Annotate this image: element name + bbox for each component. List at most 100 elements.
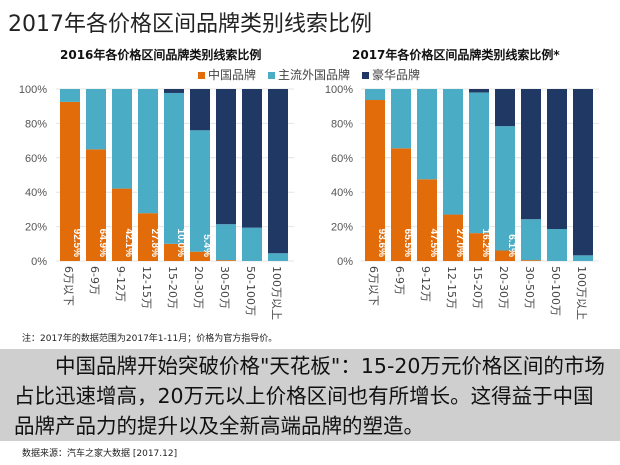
data-label: 10.0% <box>175 229 186 257</box>
bar-segment <box>138 213 158 261</box>
x-category-label: 6-9万 <box>88 266 101 295</box>
y-tick-label: 0% <box>337 256 353 268</box>
data-label: 42.1% <box>123 229 134 257</box>
y-tick-label: 40% <box>331 187 353 199</box>
bar-segment <box>547 89 567 230</box>
x-category-label: 15-20万 <box>471 266 484 309</box>
bar-segment <box>268 253 288 261</box>
bar-segment <box>164 243 184 261</box>
y-tick-label: 60% <box>25 153 47 165</box>
bar-segment <box>417 179 437 261</box>
bar-segment <box>86 149 106 261</box>
bar-segment <box>573 89 593 256</box>
bar-segment <box>164 89 184 93</box>
bar-segment <box>86 89 106 150</box>
x-category-label: 6-9万 <box>393 266 406 295</box>
bar-segment <box>216 224 236 261</box>
bar-segment <box>469 233 489 261</box>
data-label: 16.2% <box>480 229 491 257</box>
y-tick-label: 80% <box>331 118 353 130</box>
y-tick-label: 100% <box>325 84 353 96</box>
chart-2017: 0% 20% 40% 60% 80% 100% 93.6% 6万以下 65.5% 6-9万 47.5… <box>325 84 599 320</box>
chart-title-2016: 2016年各价格区间品牌类别线索比例 <box>60 48 262 62</box>
y-tick-label: 20% <box>331 222 353 234</box>
legend-item-luxury: 豪华品牌 <box>362 66 420 83</box>
data-label: 5.4% <box>201 234 212 257</box>
x-category-label: 9-12万 <box>114 266 127 302</box>
x-category-label: 30-50万 <box>218 266 231 309</box>
summary-text: 中国品牌开始突破价格"天花板"：15-20万元价格区间的市场占比迅速增高，20万… <box>14 354 605 438</box>
bar-segment <box>190 130 210 252</box>
legend-swatch <box>268 72 276 79</box>
data-label: 93.6% <box>376 229 387 257</box>
bar-segment <box>216 260 236 261</box>
data-label: 27.0% <box>454 229 465 257</box>
data-source: 数据来源：汽车之家大数据 [2017.12] <box>22 449 178 459</box>
bar-segment <box>138 89 158 214</box>
y-tick-label: 100% <box>19 84 47 96</box>
x-category-label: 30-50万 <box>523 266 536 309</box>
bar-segment <box>417 89 437 180</box>
data-label: 64.9% <box>97 229 108 257</box>
legend-item-foreign: 主流外国品牌 <box>268 66 350 83</box>
legend-label: 主流外国品牌 <box>278 68 351 82</box>
x-category-label: 50-100万 <box>244 266 257 316</box>
data-label: 27.8% <box>149 229 160 257</box>
legend-label: 豪华品牌 <box>372 68 421 82</box>
bar-segment <box>190 251 210 261</box>
legend-label: 中国品牌 <box>208 68 257 82</box>
bar-segment <box>190 89 210 131</box>
x-category-label: 20-30万 <box>497 266 510 309</box>
y-tick-label: 60% <box>331 153 353 165</box>
bar-segment <box>242 227 262 261</box>
bar-segment <box>521 219 541 261</box>
legend-item-china: 中国品牌 <box>198 66 256 83</box>
data-label: 6.1% <box>506 234 517 257</box>
bar-segment <box>242 89 262 228</box>
x-category-label: 50-100万 <box>549 266 562 316</box>
bar-segment <box>469 92 489 234</box>
bar-segment <box>469 89 489 93</box>
bar-segment <box>443 214 463 261</box>
bar-segment <box>495 89 515 127</box>
data-label: 65.5% <box>402 229 413 257</box>
y-tick-label: 0% <box>31 256 47 268</box>
bar-segment <box>268 89 288 254</box>
chart-title-2017: 2017年各价格区间品牌类别线索比例* <box>352 48 560 62</box>
footnote: 注：2017年的数据范围为2017年1-11月；价格为官方指导价。 <box>22 334 278 344</box>
x-category-label: 6万以下 <box>367 266 380 306</box>
legend-swatch <box>198 72 205 79</box>
bar-segment <box>60 89 80 102</box>
x-category-label: 12-15万 <box>140 266 153 309</box>
y-tick-label: 20% <box>25 222 47 234</box>
bar-segment <box>112 188 132 261</box>
summary-box: 中国品牌开始突破价格"天花板"：15-20万元价格区间的市场占比迅速增高，20万… <box>0 349 620 441</box>
legend: 中国品牌 主流外国品牌 豪华品牌 <box>198 66 420 83</box>
x-category-label: 15-20万 <box>166 266 179 309</box>
bar-segment <box>573 255 593 261</box>
bar-segment <box>391 89 411 149</box>
x-category-label: 9-12万 <box>419 266 432 302</box>
data-label: 92.5% <box>71 229 82 257</box>
y-tick-label: 80% <box>25 118 47 130</box>
page-title: 2017年各价格区间品牌类别线索比例 <box>8 12 372 37</box>
bar-segment <box>391 148 411 261</box>
bar-segment <box>365 100 385 261</box>
bar-segment <box>521 260 541 261</box>
x-category-label: 20-30万 <box>192 266 205 309</box>
x-category-label: 100万以上 <box>575 266 588 320</box>
bar-segment <box>216 89 236 225</box>
bar-segment <box>495 250 515 261</box>
bar-segment <box>495 126 515 251</box>
bar-segment <box>112 89 132 189</box>
bar-segment <box>521 89 541 220</box>
bar-segment <box>443 89 463 215</box>
legend-swatch <box>362 72 370 79</box>
bar-segment <box>547 229 567 261</box>
data-label: 47.5% <box>428 229 439 257</box>
x-category-label: 6万以下 <box>62 266 75 306</box>
x-category-label: 100万以上 <box>270 266 283 320</box>
y-tick-label: 40% <box>25 187 47 199</box>
bar-segment <box>164 92 184 244</box>
bar-segment <box>365 89 385 101</box>
